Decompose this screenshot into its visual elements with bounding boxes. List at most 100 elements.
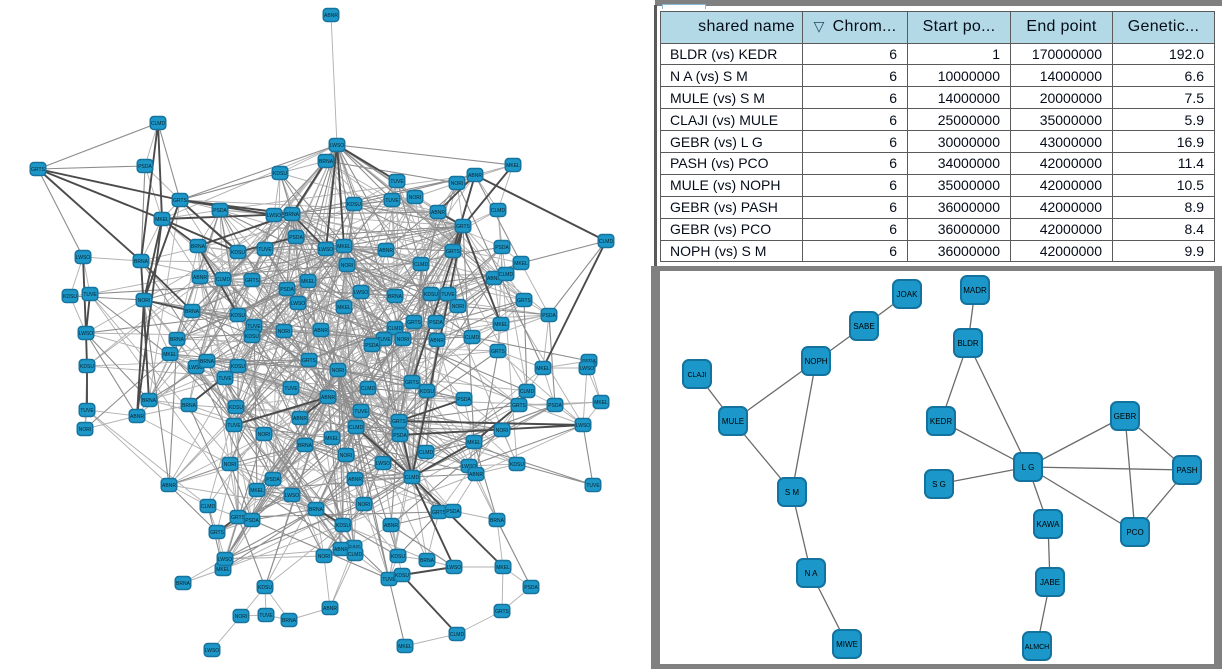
svg-text:GRTS: GRTS: [173, 198, 187, 204]
svg-text:NORI: NORI: [235, 614, 248, 620]
svg-text:GRTS: GRTS: [432, 510, 446, 516]
svg-text:ALMCH: ALMCH: [1025, 644, 1050, 651]
svg-text:KDSU: KDSU: [347, 202, 361, 208]
svg-text:GRTS: GRTS: [245, 278, 259, 284]
svg-text:CLMD: CLMD: [349, 425, 364, 431]
svg-text:KDSU: KDSU: [63, 294, 77, 300]
svg-text:LWSO: LWSO: [189, 365, 203, 371]
svg-text:GRTS: GRTS: [31, 167, 45, 173]
svg-text:MKEL: MKEL: [337, 305, 351, 311]
svg-text:CLMD: CLMD: [499, 272, 514, 278]
svg-text:MKEL: MKEL: [494, 322, 508, 328]
svg-text:CLMD: CLMD: [419, 450, 434, 456]
svg-text:GRTS: GRTS: [392, 419, 406, 425]
svg-text:CLMD: CLMD: [388, 326, 403, 332]
svg-text:KDSU: KDSU: [391, 554, 405, 560]
svg-text:CLMD: CLMD: [216, 277, 231, 283]
svg-text:ABNR: ABNR: [469, 472, 483, 478]
svg-text:MKEL: MKEL: [514, 261, 528, 267]
svg-text:GRTS: GRTS: [210, 530, 224, 536]
svg-text:CLAJI: CLAJI: [687, 372, 706, 379]
svg-text:CLMD: CLMD: [201, 504, 216, 510]
svg-text:TUVE: TUVE: [586, 483, 600, 489]
svg-text:KDSU: KDSU: [510, 462, 524, 468]
svg-text:PSDA: PSDA: [495, 245, 509, 251]
svg-text:MADR: MADR: [963, 286, 987, 295]
svg-text:KDSU: KDSU: [258, 585, 272, 591]
svg-text:NORI: NORI: [451, 181, 464, 187]
svg-text:ABNR: ABNR: [334, 547, 348, 553]
svg-text:TUVE: TUVE: [354, 409, 368, 415]
svg-text:PASH: PASH: [1176, 466, 1197, 475]
svg-text:GRTS: GRTS: [302, 358, 316, 364]
svg-text:LWSO: LWSO: [285, 493, 299, 499]
svg-text:NORI: NORI: [278, 329, 291, 335]
svg-text:BRNA: BRNA: [282, 618, 297, 624]
svg-text:BRNA: BRNA: [298, 443, 313, 449]
svg-text:GRTS: GRTS: [495, 609, 509, 615]
svg-text:CLMD: CLMD: [348, 552, 363, 558]
svg-text:ABNR: ABNR: [193, 275, 207, 281]
svg-text:NORI: NORI: [358, 502, 371, 508]
svg-text:BRNA: BRNA: [185, 309, 200, 315]
svg-text:GRTS: GRTS: [407, 320, 421, 326]
svg-text:TUVE: TUVE: [247, 324, 261, 330]
svg-text:CLMD: CLMD: [599, 239, 614, 245]
svg-text:LWSO: LWSO: [205, 648, 219, 654]
svg-text:ABNR: ABNR: [348, 477, 362, 483]
svg-text:JOAK: JOAK: [897, 290, 919, 299]
svg-text:PSDA: PSDA: [548, 403, 562, 409]
svg-text:TUVE: TUVE: [385, 198, 399, 204]
svg-text:KDSU: KDSU: [273, 171, 287, 177]
svg-text:CLMD: CLMD: [151, 121, 166, 127]
svg-text:LWSO: LWSO: [291, 301, 305, 307]
svg-text:CLMD: CLMD: [465, 335, 480, 341]
svg-text:PCO: PCO: [1126, 528, 1143, 537]
svg-text:CLMD: CLMD: [361, 386, 376, 392]
svg-text:CLMD: CLMD: [414, 262, 429, 268]
svg-text:MULE: MULE: [722, 417, 744, 426]
svg-text:NORI: NORI: [332, 368, 345, 374]
svg-text:MKEL: MKEL: [536, 366, 550, 372]
svg-text:ABNR: ABNR: [130, 414, 144, 420]
svg-text:TUVE: TUVE: [80, 408, 94, 414]
svg-text:PSDA: PSDA: [280, 287, 294, 293]
svg-text:PSDA: PSDA: [457, 397, 471, 403]
svg-text:GRTS: GRTS: [491, 349, 505, 355]
svg-text:BLDR: BLDR: [957, 339, 979, 348]
svg-text:GEBR: GEBR: [1114, 412, 1137, 421]
svg-text:GRTS: GRTS: [517, 298, 531, 304]
svg-text:MKEL: MKEL: [216, 567, 230, 573]
svg-text:LWSO: LWSO: [218, 557, 232, 563]
svg-text:PSDA: PSDA: [266, 477, 280, 483]
svg-text:BRNA: BRNA: [388, 294, 403, 300]
svg-text:ABNR: ABNR: [321, 395, 335, 401]
svg-text:ABNR: ABNR: [293, 416, 307, 422]
svg-text:KDSU: KDSU: [231, 313, 245, 319]
svg-text:MKEL: MKEL: [467, 440, 481, 446]
svg-text:ABNR: ABNR: [379, 248, 393, 254]
svg-text:TUVE: TUVE: [284, 386, 298, 392]
svg-text:SABE: SABE: [853, 322, 874, 331]
svg-text:PSDA: PSDA: [524, 585, 538, 591]
svg-text:TUVE: TUVE: [227, 423, 241, 429]
svg-text:KDSU: KDSU: [231, 250, 245, 256]
svg-text:NORI: NORI: [397, 337, 410, 343]
svg-text:NORI: NORI: [79, 427, 92, 433]
svg-text:KDSU: KDSU: [395, 573, 409, 579]
svg-text:NORI: NORI: [318, 554, 331, 560]
svg-text:GRTS: GRTS: [456, 224, 470, 230]
svg-text:LWSO: LWSO: [447, 565, 461, 571]
svg-text:MKEL: MKEL: [155, 217, 169, 223]
svg-text:ABNR: ABNR: [162, 483, 176, 489]
svg-text:BRNA: BRNA: [182, 403, 197, 409]
svg-text:CLMD: CLMD: [450, 632, 465, 638]
svg-text:BRNA: BRNA: [134, 259, 149, 265]
svg-text:PSDA: PSDA: [429, 320, 443, 326]
svg-text:JABE: JABE: [1040, 578, 1060, 587]
svg-text:BRNA: BRNA: [200, 359, 215, 365]
svg-text:LWSO: LWSO: [376, 461, 390, 467]
svg-text:PSDA: PSDA: [289, 235, 303, 241]
svg-text:TUVE: TUVE: [259, 613, 273, 619]
svg-text:CLMD: CLMD: [520, 389, 535, 395]
